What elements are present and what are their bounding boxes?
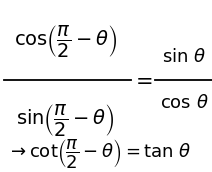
- Text: $\sin\,\theta$: $\sin\,\theta$: [162, 48, 206, 66]
- Text: $\cos\!\left(\dfrac{\pi}{2} - \theta\right)$: $\cos\!\left(\dfrac{\pi}{2} - \theta\rig…: [14, 23, 117, 59]
- Text: $=$: $=$: [131, 70, 153, 90]
- Text: $\rightarrow \cot\!\left(\dfrac{\pi}{2} - \theta\right) = \tan\,\theta$: $\rightarrow \cot\!\left(\dfrac{\pi}{2} …: [7, 137, 192, 170]
- Text: $\cos\,\theta$: $\cos\,\theta$: [160, 94, 209, 112]
- Text: $\sin\!\left(\dfrac{\pi}{2} - \theta\right)$: $\sin\!\left(\dfrac{\pi}{2} - \theta\rig…: [17, 102, 115, 138]
